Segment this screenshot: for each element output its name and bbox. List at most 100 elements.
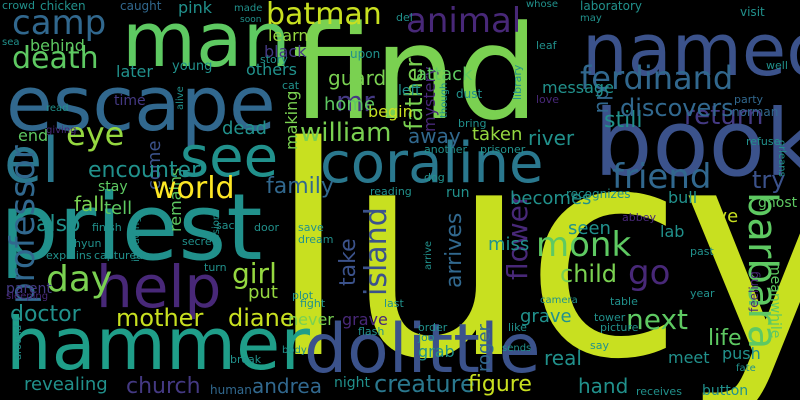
- word-order: order: [418, 321, 448, 334]
- word-human: human: [210, 383, 252, 397]
- word-child: child: [560, 260, 617, 288]
- word-push: push: [722, 344, 761, 363]
- word-soon: soon: [240, 15, 262, 25]
- word-find: find: [292, 0, 539, 149]
- word-receives: receives: [636, 385, 682, 398]
- word-miss: becomes: [510, 188, 592, 209]
- word-refuse: refuse: [746, 135, 781, 148]
- word-made: made: [234, 3, 263, 14]
- word-put: parent: [6, 281, 52, 297]
- word-hammer: hammer: [6, 302, 310, 386]
- word-hyun: hyun: [74, 237, 102, 250]
- word-sack: sack: [216, 219, 241, 232]
- word-home: behind: [30, 36, 85, 55]
- word-figure: hand: [578, 374, 629, 398]
- word-give: lab: [660, 222, 685, 241]
- word-priest: priest: [0, 174, 263, 281]
- word-abbey: abbey: [622, 211, 656, 224]
- word-story: story: [260, 53, 288, 66]
- word-lab: real: [544, 346, 582, 370]
- word-encounter: attack: [416, 64, 473, 85]
- word-others: pink: [178, 0, 213, 17]
- word-cat: cat: [282, 79, 300, 92]
- word-picture: picture: [600, 321, 639, 334]
- word-named: named: [582, 8, 800, 92]
- word-ghost: ghost: [758, 195, 798, 211]
- word-may: may: [580, 13, 602, 24]
- word-later: others: [246, 60, 297, 79]
- word-tell: put: [248, 282, 278, 303]
- word-fall: family: [266, 174, 334, 199]
- word-church: andrea: [252, 374, 322, 398]
- word-away: encounter: [88, 158, 201, 183]
- word-attack: guard: [328, 66, 387, 90]
- word-also: fall: [74, 192, 105, 216]
- word-roger: roger: [474, 324, 495, 372]
- word-feeling: feeling: [747, 271, 761, 312]
- word-past: past: [690, 245, 714, 258]
- word-grave: grave: [342, 310, 388, 329]
- word-el: el: [4, 124, 60, 197]
- word-flash: flash: [358, 325, 385, 338]
- word-end: stay: [98, 179, 128, 195]
- word-sends: sends: [502, 343, 532, 354]
- word-hand: also: [36, 212, 81, 237]
- word-joo: joo: [418, 331, 435, 344]
- word-message: bull: [668, 188, 698, 207]
- word-father: doctor: [10, 302, 81, 327]
- word-help: help: [96, 253, 222, 321]
- word-real: grave: [520, 306, 572, 327]
- word-life: life: [708, 326, 742, 351]
- word-party: party: [734, 93, 764, 106]
- word-tower: tower: [594, 311, 626, 324]
- word-caught: caught: [120, 0, 162, 13]
- word-lucy: lucy: [268, 86, 800, 400]
- word-night: night: [334, 375, 371, 391]
- word-orleans: orleans: [776, 140, 787, 177]
- word-giving: giving: [46, 125, 77, 136]
- word-mother: mother: [116, 304, 204, 332]
- word-dust: dust: [456, 87, 483, 101]
- word-door: door: [254, 221, 279, 234]
- word-bull: give: [700, 206, 739, 227]
- word-try: try: [752, 166, 786, 194]
- word-arrive: arrive: [423, 240, 434, 270]
- word-friend: friend: [612, 157, 712, 197]
- word-run: message: [542, 78, 614, 97]
- word-arrives: arrives: [442, 212, 467, 288]
- word-pink: learn: [268, 26, 309, 45]
- word-alive: alive: [175, 86, 186, 110]
- word-explains: explains: [46, 249, 92, 262]
- word-monk: monk: [536, 225, 632, 265]
- word-becomes: run: [446, 185, 470, 201]
- word-body: body: [282, 345, 307, 356]
- word-return: return: [684, 101, 764, 131]
- word-andrea: creature: [374, 370, 475, 398]
- word-dolittle: dolittle: [304, 310, 541, 389]
- word-next: next: [626, 303, 689, 336]
- word-norman: norman: [732, 105, 779, 119]
- word-finish: finish: [92, 221, 122, 234]
- word-eye: eye: [66, 115, 125, 153]
- word-last: last: [384, 297, 404, 310]
- word-sleeping: sleeping: [6, 291, 49, 302]
- word-day: day: [46, 259, 113, 300]
- word-coraline: coraline: [320, 131, 544, 196]
- word-upon: upon: [350, 47, 381, 61]
- word-bring: bring: [458, 117, 487, 130]
- word-say: say: [590, 339, 609, 352]
- word-mission: mission: [211, 213, 222, 252]
- word-button: button: [702, 383, 749, 399]
- word-plot: plot: [292, 289, 314, 302]
- word-captured: captured: [94, 249, 144, 262]
- word-love: love: [536, 93, 560, 106]
- word-laboratory: laboratory: [580, 0, 643, 13]
- word-grab: grab: [418, 342, 455, 361]
- word-whose: whose: [526, 0, 558, 10]
- word-left: left: [398, 83, 421, 99]
- word-sea: sea: [2, 37, 20, 48]
- word-taken: away: [408, 124, 461, 148]
- word-island: island: [359, 207, 394, 296]
- word-though: though: [439, 82, 450, 118]
